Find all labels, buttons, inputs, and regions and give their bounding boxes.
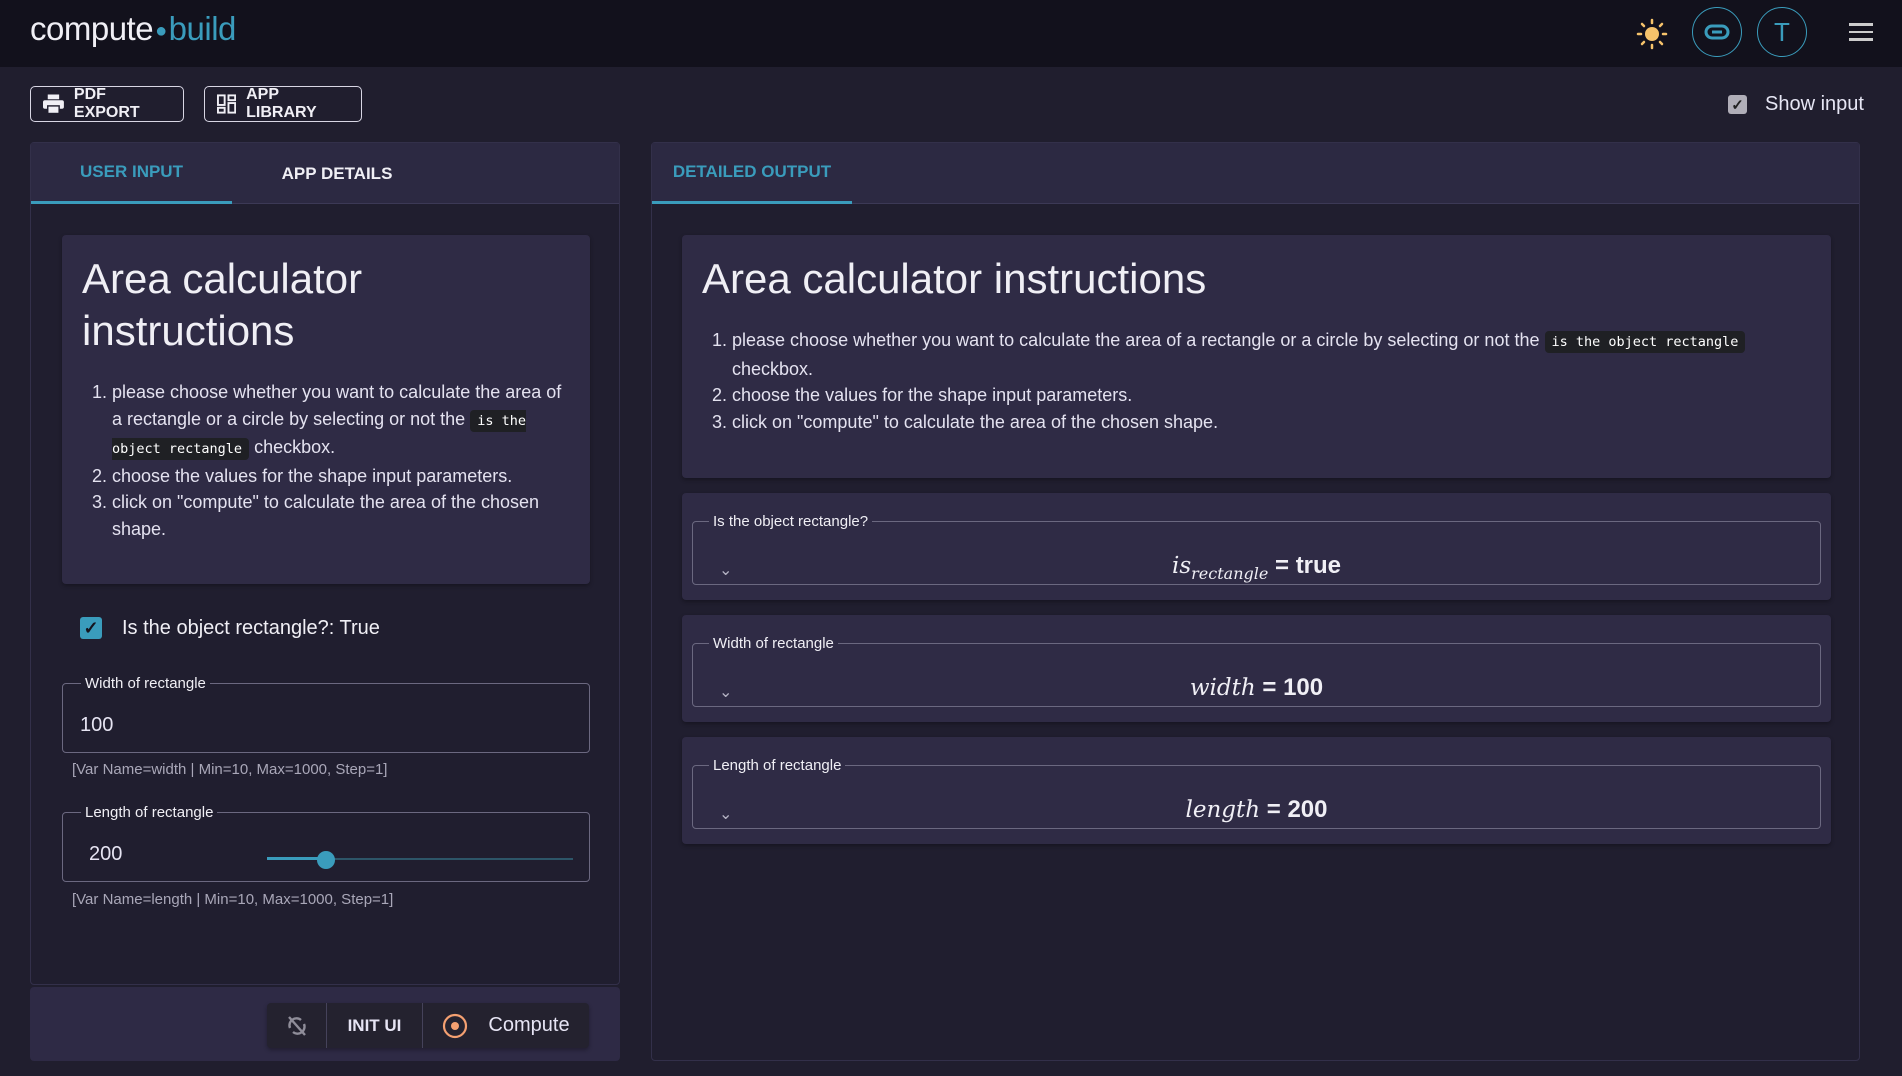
compute-button[interactable]: Compute — [423, 1003, 589, 1048]
list-item: choose the values for the shape input pa… — [112, 463, 570, 490]
logo[interactable]: compute ●build — [30, 10, 236, 47]
chevron-down-icon[interactable]: ⌄ — [719, 562, 733, 579]
length-help: [Var Name=length | Min=10, Max=1000, Ste… — [72, 891, 394, 908]
menu-icon[interactable] — [1849, 23, 1873, 43]
slider-fill — [267, 857, 326, 860]
instructions-list: please choose whether you want to calcul… — [82, 379, 570, 542]
button-group: INIT UI Compute — [267, 1003, 589, 1048]
width-help: [Var Name=width | Min=10, Max=1000, Step… — [72, 761, 388, 778]
tab-bar: DETAILED OUTPUT — [652, 143, 1859, 204]
pdf-export-button[interactable]: PDF EXPORT — [30, 86, 184, 122]
list-item: click on "compute" to calculate the area… — [112, 489, 570, 542]
tab-detailed-output[interactable]: DETAILED OUTPUT — [652, 143, 852, 204]
list-item: please choose whether you want to calcul… — [112, 379, 570, 463]
sync-disabled-icon — [287, 1015, 306, 1036]
avatar[interactable]: T — [1757, 7, 1807, 57]
slider-thumb[interactable] — [316, 851, 335, 869]
length-input[interactable]: 200 — [89, 843, 123, 865]
app-library-button[interactable]: APP LIBRARY — [204, 86, 362, 122]
instructions-card: Area calculator instructions please choo… — [62, 235, 590, 584]
tab-bar: USER INPUT APP DETAILS — [31, 143, 619, 204]
instructions-title: Area calculator instructions — [702, 255, 1207, 302]
length-slider[interactable] — [267, 851, 573, 869]
chevron-down-icon[interactable]: ⌄ — [719, 684, 733, 701]
dashboard-icon — [217, 94, 237, 114]
list-item: click on "compute" to calculate the area… — [732, 409, 1811, 436]
init-ui-button[interactable]: INIT UI — [327, 1003, 423, 1048]
printer-icon — [43, 94, 64, 114]
sync-disabled-button[interactable] — [267, 1003, 327, 1048]
rectangle-checkbox[interactable]: ✓ — [80, 617, 102, 639]
app-header: compute ●build T — [0, 0, 1902, 67]
output-instructions-card: Area calculator instructions please choo… — [682, 235, 1831, 478]
link-icon — [1704, 24, 1730, 40]
output-value: isrectangle = true — [1171, 552, 1342, 583]
output-value: width = 100 — [1189, 674, 1324, 701]
show-input-checkbox[interactable]: ✓ — [1728, 95, 1747, 114]
output-card-is-rectangle: Is the object rectangle? ⌄ isrectangle =… — [682, 493, 1831, 600]
output-card-length: Length of rectangle ⌄ length = 200 — [682, 737, 1831, 844]
instructions-title: Area calculator instructions — [82, 255, 363, 354]
sun-icon[interactable] — [1636, 18, 1668, 50]
output-panel: DETAILED OUTPUT Area calculator instruct… — [651, 142, 1860, 1061]
width-field[interactable]: Width of rectangle 100 — [62, 675, 590, 753]
share-link-button[interactable] — [1692, 7, 1742, 57]
radio-target-icon — [443, 1013, 468, 1038]
user-input-panel: USER INPUT APP DETAILS Area calculator i… — [30, 142, 620, 985]
width-input[interactable]: 100 — [80, 714, 114, 736]
output-value: length = 200 — [1185, 796, 1328, 823]
length-field: Length of rectangle 200 — [62, 804, 590, 882]
rectangle-checkbox-label: Is the object rectangle?: True — [122, 617, 380, 639]
chevron-down-icon[interactable]: ⌄ — [719, 806, 733, 823]
action-bar: INIT UI Compute — [30, 987, 620, 1061]
tab-user-input[interactable]: USER INPUT — [31, 143, 232, 204]
list-item: please choose whether you want to calcul… — [732, 327, 1811, 382]
show-input-label: Show input — [1765, 93, 1864, 115]
tab-app-details[interactable]: APP DETAILS — [281, 163, 393, 183]
instructions-list: please choose whether you want to calcul… — [702, 327, 1811, 435]
list-item: choose the values for the shape input pa… — [732, 382, 1811, 409]
output-card-width: Width of rectangle ⌄ width = 100 — [682, 615, 1831, 722]
